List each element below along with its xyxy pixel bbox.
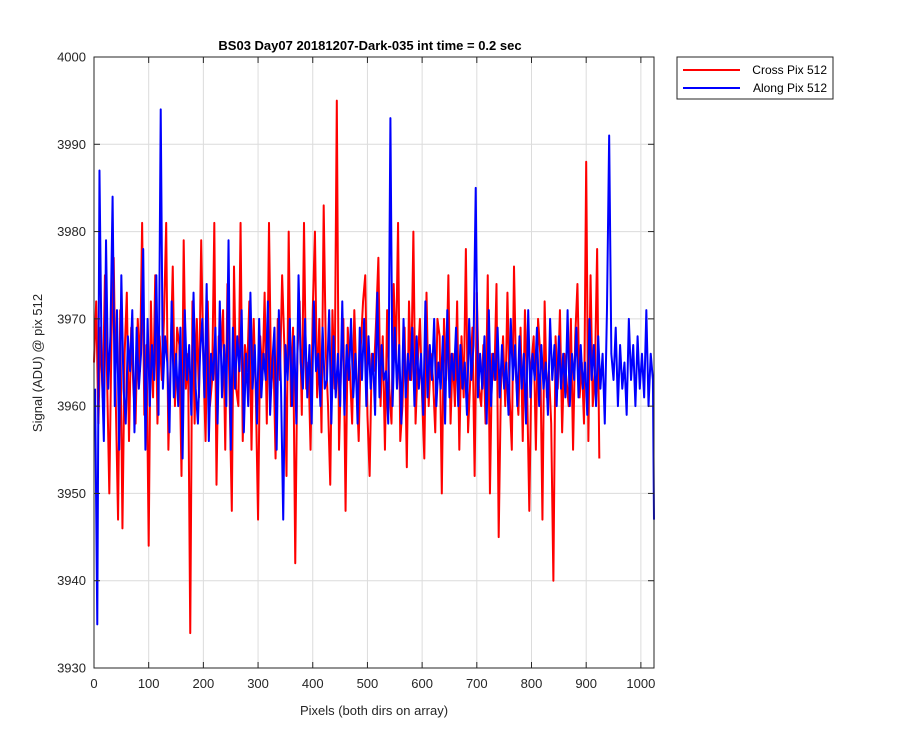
series-line-along-pix-512: [94, 108, 655, 626]
y-tick-label: 3960: [57, 399, 86, 414]
legend-label-along: Along Pix 512: [753, 81, 827, 95]
x-tick-label: 400: [302, 676, 324, 691]
x-tick-label: 600: [411, 676, 433, 691]
y-tick-label: 3940: [57, 573, 86, 588]
x-tick-labels: 0 100 200 300 400 500 600 700 800 900 1000: [90, 676, 655, 691]
series-line-cross-pix-512: [93, 99, 601, 635]
x-tick-label: 500: [357, 676, 379, 691]
y-axis-label: Signal (ADU) @ pix 512: [30, 294, 45, 432]
y-tick-label: 3970: [57, 311, 86, 326]
y-tick-label: 3950: [57, 486, 86, 501]
y-tick-label: 3990: [57, 137, 86, 152]
legend: Cross Pix 512 Along Pix 512: [676, 56, 834, 100]
x-tick-label: 900: [575, 676, 597, 691]
series-lines: [93, 99, 655, 635]
x-tick-label: 300: [247, 676, 269, 691]
x-tick-label: 100: [138, 676, 160, 691]
legend-box: [676, 56, 834, 100]
y-tick-labels: 3930 3940 3950 3960 3970 3980 3990 4000: [57, 50, 86, 676]
y-tick-label: 3930: [57, 661, 86, 676]
axis-ticks: [93, 56, 654, 669]
x-axis-label: Pixels (both dirs on array): [300, 703, 448, 718]
plot-frame: [93, 56, 655, 669]
chart-title: BS03 Day07 20181207-Dark-035 int time = …: [218, 38, 521, 53]
x-tick-label: 200: [193, 676, 215, 691]
legend-label-cross: Cross Pix 512: [752, 63, 827, 77]
x-tick-label: 1000: [626, 676, 655, 691]
y-tick-label: 3980: [57, 224, 86, 239]
x-tick-label: 700: [466, 676, 488, 691]
y-tick-label: 4000: [57, 50, 86, 65]
x-tick-label: 0: [90, 676, 97, 691]
x-tick-label: 800: [521, 676, 543, 691]
